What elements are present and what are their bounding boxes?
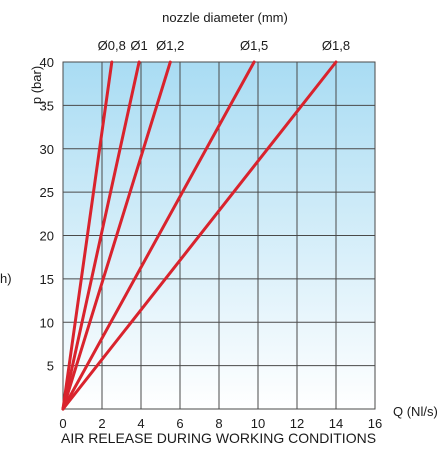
x-tick-labels: 0 2 4 6 8 10 12 14 16 xyxy=(59,416,382,431)
x-tick-10: 10 xyxy=(251,416,265,431)
series-label-2: Ø1 xyxy=(130,38,147,53)
series-label-3: Ø1,2 xyxy=(156,38,184,53)
y-axis-title: p (bar) xyxy=(29,66,44,104)
y-tick-25: 25 xyxy=(40,185,54,200)
x-tick-16: 16 xyxy=(368,416,382,431)
y-tick-labels: 5 10 15 20 25 30 35 40 xyxy=(40,55,54,374)
top-axis-title: nozzle diameter (mm) xyxy=(162,10,288,25)
series-line-5 xyxy=(61,60,338,411)
x-tick-8: 8 xyxy=(215,416,222,431)
y-tick-5: 5 xyxy=(47,359,54,374)
x-tick-4: 4 xyxy=(137,416,144,431)
y-tick-40: 40 xyxy=(40,55,54,70)
series-labels: Ø0,8 Ø1 Ø1,2 Ø1,5 Ø1,8 xyxy=(98,38,350,53)
series-line-2 xyxy=(61,60,141,411)
y-tick-15: 15 xyxy=(40,272,54,287)
series-label-5: Ø1,8 xyxy=(322,38,350,53)
grid xyxy=(63,62,375,409)
y-tick-10: 10 xyxy=(40,315,54,330)
series-lines xyxy=(61,60,338,411)
chart-caption: AIR RELEASE DURING WORKING CONDITIONS xyxy=(61,430,376,446)
y-tick-30: 30 xyxy=(40,142,54,157)
x-tick-14: 14 xyxy=(329,416,343,431)
series-line-4 xyxy=(61,60,256,411)
x-tick-6: 6 xyxy=(176,416,183,431)
series-label-4: Ø1,5 xyxy=(240,38,268,53)
x-axis-title: Q (Nl/s) xyxy=(393,404,438,419)
y-tick-20: 20 xyxy=(40,229,54,244)
x-tick-0: 0 xyxy=(59,416,66,431)
y-tick-35: 35 xyxy=(40,98,54,113)
x-tick-2: 2 xyxy=(98,416,105,431)
series-label-1: Ø0,8 xyxy=(98,38,126,53)
series-line-1 xyxy=(61,60,114,411)
x-tick-12: 12 xyxy=(290,416,304,431)
left-fragment-label: h) xyxy=(0,271,12,286)
series-line-3 xyxy=(61,60,172,411)
plot-border xyxy=(62,61,376,410)
